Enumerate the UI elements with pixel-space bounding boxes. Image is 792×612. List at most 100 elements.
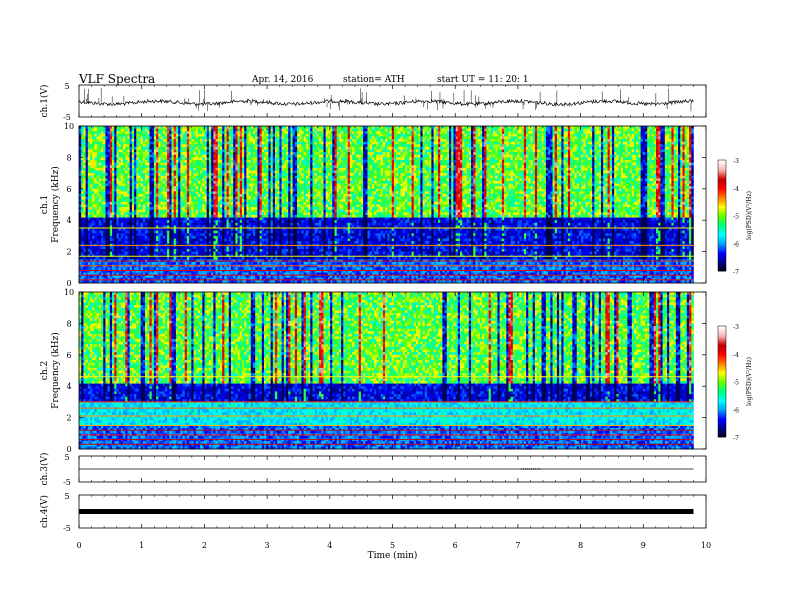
ch1-spectrogram-cell (224, 152, 227, 155)
ch1-spectrogram-cell (614, 152, 617, 155)
ch1-spectrogram-cell (315, 144, 318, 147)
ch1-spectrogram-cell (321, 165, 324, 168)
ch1-spectrogram-cell (255, 129, 258, 132)
ch1-spectrogram-cell (537, 136, 540, 139)
ch1-spectrogram-cell (110, 144, 113, 147)
ch1-spectrogram-cell (548, 150, 551, 153)
ch1-spectrogram-cell (202, 152, 205, 155)
ch1-spectrogram-cell (542, 157, 545, 160)
ch1-spectrogram-cell (282, 152, 285, 155)
ch1-spectrogram-cell (266, 136, 269, 139)
ch1-spectrogram-cell (663, 168, 666, 171)
ch1-spectrogram-cell (308, 160, 311, 163)
ch1-spectrogram-cell (579, 136, 582, 139)
ch1-spectrogram-cell (304, 142, 307, 145)
ch1-spectrogram-cell (264, 165, 267, 168)
ch1-spectrogram-cell (561, 160, 564, 163)
ch1-spectrogram-cell (458, 134, 461, 137)
ch1-spectrogram-cell (299, 144, 302, 147)
ch1-spectrogram-cell (253, 165, 256, 168)
ch1-spectrogram-cell (132, 136, 135, 139)
ch1-spectrogram-cell (616, 150, 619, 153)
ch1-spectrogram-cell (172, 168, 175, 171)
ch1-spectrogram-cell (368, 139, 371, 142)
ch1-spectrogram-cell (211, 136, 214, 139)
ch1-spectrogram-cell (130, 160, 133, 163)
ch1-spectrogram-cell (451, 157, 454, 160)
ch1-spectrogram-cell (209, 150, 212, 153)
ch1-spectrogram-cell (491, 168, 494, 171)
ch1-spectrogram-cell (127, 157, 130, 160)
ch1-spectrogram-cell (209, 155, 212, 158)
ch1-spectrogram-cell (665, 147, 668, 150)
ch1-spectrogram-cell (570, 160, 573, 163)
ch1-spectrogram-cell (478, 157, 481, 160)
ch1-spectrogram-cell (566, 147, 569, 150)
ch1-spectrogram-cell (134, 129, 137, 132)
ch1-spectrogram-cell (279, 157, 282, 160)
ch1-spectrogram-cell (449, 134, 452, 137)
ch1-spectrogram-cell (610, 160, 613, 163)
ch1-spectrogram-cell (143, 129, 146, 132)
ch1-spectrogram-cell (271, 157, 274, 160)
ch1-spectrogram-cell (403, 142, 406, 145)
ch1-spectrogram-cell (198, 155, 201, 158)
ch1-spectrogram-cell (610, 139, 613, 142)
ch1-spectrogram-cell (588, 163, 591, 166)
ch1-spectrogram-cell (652, 131, 655, 134)
ch1-spectrogram-cell (475, 129, 478, 132)
ch1-spectrogram-cell (359, 139, 362, 142)
ch1-spectrogram-cell (614, 136, 617, 139)
ch1-spectrogram-cell (517, 150, 520, 153)
ch1-spectrogram-cell (513, 131, 516, 134)
ch1-spectrogram-cell (310, 131, 313, 134)
ch1-spectrogram-cell (625, 136, 628, 139)
ch1-spectrogram-cell (308, 157, 311, 160)
ch1-spectrogram-cell (361, 131, 364, 134)
ch1-spectrogram-cell (449, 136, 452, 139)
ch1-spectrogram-cell (174, 147, 177, 150)
ch1-spectrogram-cell (332, 152, 335, 155)
ch1-spectrogram-cell (475, 157, 478, 160)
ch1-spectrogram-cell (218, 157, 221, 160)
ch1-spectrogram-cell (260, 134, 263, 137)
ch1-spectrogram-cell (495, 150, 498, 153)
ch1-spectrogram-cell (508, 129, 511, 132)
ch1-spectrogram-cell (409, 129, 412, 132)
ch1-spectrogram-cell (277, 126, 280, 129)
ch1-spectrogram-cell (610, 165, 613, 168)
ch1-spectrogram-cell (172, 139, 175, 142)
ch1-spectrogram-cell (453, 134, 456, 137)
ch1-spectrogram-cell (251, 144, 254, 147)
ch1-spectrogram-cell (559, 160, 562, 163)
ch1-spectrogram-cell (506, 134, 509, 137)
ch1-spectrogram-cell (537, 168, 540, 171)
ch1-spectrogram-cell (431, 157, 434, 160)
ch1-spectrogram-cell (555, 142, 558, 145)
ch1-spectrogram-cell (286, 126, 289, 129)
ch1-spectrogram-cell (445, 136, 448, 139)
ch1-spectrogram-cell (103, 131, 106, 134)
ch1-spectrogram-cell (293, 136, 296, 139)
ch1-spectrogram-cell (178, 155, 181, 158)
ch1-spectrogram-cell (163, 152, 166, 155)
ch1-spectrogram-cell (295, 147, 298, 150)
ch1-spectrogram-cell (260, 142, 263, 145)
ch1-spectrogram-cell (511, 126, 514, 129)
ch1-spectrogram-cell (165, 147, 168, 150)
ch1-spectrogram-cell (471, 150, 474, 153)
ch1-spectrogram-cell (385, 157, 388, 160)
ch1-spectrogram-cell (246, 131, 249, 134)
ch1-spectrogram-cell (524, 131, 527, 134)
ch1-spectrogram-cell (409, 165, 412, 168)
ch1-spectrogram-cell (240, 152, 243, 155)
ch1-spectrogram-cell (379, 163, 382, 166)
ch1-spectrogram-cell (130, 134, 133, 137)
ch1-spectrogram-cell (625, 155, 628, 158)
ch1-spectrogram-cell (517, 136, 520, 139)
ch1-spectrogram-cell (271, 165, 274, 168)
ch1-spectrogram-cell (619, 136, 622, 139)
ch1-spectrogram-cell (592, 152, 595, 155)
ch1-spectrogram-cell (202, 163, 205, 166)
ch1-spectrogram-cell (172, 157, 175, 160)
